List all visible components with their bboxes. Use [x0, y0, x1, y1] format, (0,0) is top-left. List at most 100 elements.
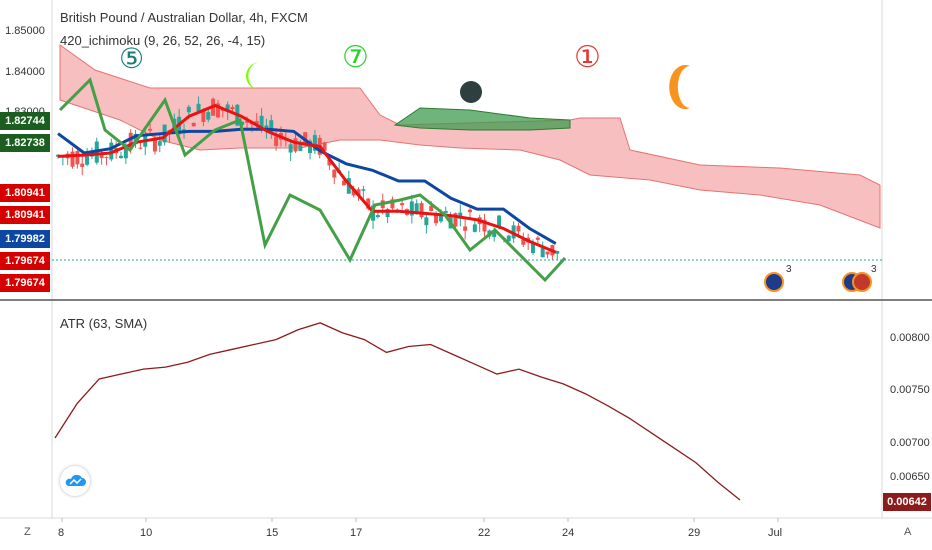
candle-body — [385, 209, 390, 218]
chikou-span-line — [58, 77, 567, 283]
date-label: 22 — [478, 527, 491, 539]
atr-series-line — [54, 322, 741, 501]
candle-body — [186, 106, 191, 113]
candle-body — [535, 237, 540, 240]
chart-title: British Pound / Australian Dollar, 4h, F… — [60, 10, 308, 25]
atr-axis-label: 0.00650 — [890, 471, 930, 483]
candle-body — [467, 209, 472, 213]
candle-body — [419, 203, 424, 218]
candle-body — [472, 224, 477, 232]
candle-body — [99, 152, 104, 159]
candle-body — [366, 198, 371, 209]
candle-body — [138, 147, 143, 149]
event-count: 3 — [871, 264, 877, 275]
candle-body — [545, 251, 550, 255]
price-badge: 1.82738 — [0, 134, 50, 152]
candle-body — [375, 215, 380, 218]
candle-body — [128, 132, 133, 150]
candle-body — [400, 203, 405, 206]
candle-body — [438, 214, 443, 222]
price-badge: 1.79674 — [0, 252, 50, 270]
event-flag-icon[interactable] — [852, 272, 872, 292]
date-label: Jul — [768, 527, 783, 539]
candle-body — [254, 120, 259, 126]
candle-body — [303, 132, 308, 144]
candle-body — [497, 215, 502, 227]
date-ticks — [61, 518, 779, 522]
candle-body — [371, 205, 376, 221]
candle-body — [482, 219, 487, 232]
price-badge: 1.80941 — [0, 206, 50, 224]
candle-body — [196, 103, 201, 112]
date-label: 24 — [562, 527, 575, 539]
candle-body — [274, 136, 279, 146]
candle-body — [225, 104, 230, 112]
left-axis-label: 1.84000 — [5, 66, 45, 78]
marker-five: ⑤ — [119, 43, 145, 74]
price-badge: 1.79674 — [0, 274, 50, 292]
bearish-cloud — [59, 44, 881, 229]
candle-body — [293, 138, 298, 152]
date-label: 17 — [350, 527, 363, 539]
candle-body — [215, 103, 220, 118]
marker-seven: ⑦ — [342, 41, 369, 74]
auto-scale-button[interactable]: A — [904, 526, 912, 538]
date-label: 15 — [266, 527, 279, 539]
left-axis-label: 1.85000 — [5, 25, 45, 37]
bullish-cloud — [393, 107, 571, 131]
candle-body — [288, 144, 293, 153]
candle-body — [80, 163, 85, 167]
candle-body — [356, 189, 361, 196]
price-badge: 1.79982 — [0, 230, 50, 248]
candle-body — [414, 203, 419, 215]
candle-body — [298, 142, 303, 152]
crescent-moon-icon-green — [246, 62, 260, 90]
candle-body — [70, 151, 75, 167]
candle-body — [540, 248, 545, 258]
candle-body — [492, 231, 497, 237]
full-moon-icon — [460, 81, 482, 103]
candle-body — [191, 122, 196, 127]
candle-body — [463, 226, 468, 231]
candle-body — [104, 157, 109, 159]
candle-body — [312, 135, 317, 151]
candle-body — [245, 121, 250, 123]
candle-body — [521, 239, 526, 245]
candle-body — [269, 120, 274, 132]
candle-body — [259, 115, 264, 130]
tradingview-logo[interactable] — [60, 466, 90, 496]
atr-last-value-badge: 0.00642 — [883, 493, 931, 511]
candle-body — [75, 151, 80, 165]
candle-body — [361, 189, 366, 191]
candle-body — [409, 201, 414, 216]
candle-body — [506, 235, 511, 242]
price-badge: 1.80941 — [0, 184, 50, 202]
event-count: 3 — [786, 264, 792, 275]
candle-body — [516, 225, 521, 232]
tenkan-sen-line — [57, 103, 557, 254]
event-flag-icon[interactable] — [764, 272, 784, 292]
zoom-button[interactable]: Z — [24, 526, 31, 538]
candle-body — [511, 225, 516, 239]
indicator-legend[interactable]: 420_ichimoku (9, 26, 52, 26, -4, 15) — [60, 33, 266, 48]
candle-body — [327, 159, 332, 166]
candle-body — [429, 205, 434, 211]
candle-body — [201, 110, 206, 122]
candle-body — [351, 188, 356, 196]
marker-one: ① — [574, 41, 601, 74]
candle-body — [157, 141, 162, 146]
candle-body — [531, 242, 536, 254]
date-label: 8 — [58, 527, 65, 539]
candle-body — [148, 128, 153, 131]
candle-body — [443, 210, 448, 213]
atr-line — [54, 322, 741, 501]
cloud-logo-icon — [65, 474, 86, 486]
ichimoku-lines — [57, 77, 567, 283]
candle-body — [322, 142, 327, 151]
atr-legend[interactable]: ATR (63, SMA) — [60, 316, 148, 331]
candle-body — [119, 155, 124, 159]
candle-body — [332, 169, 337, 178]
date-label: 10 — [140, 527, 153, 539]
atr-axis-label: 0.00700 — [890, 437, 930, 449]
